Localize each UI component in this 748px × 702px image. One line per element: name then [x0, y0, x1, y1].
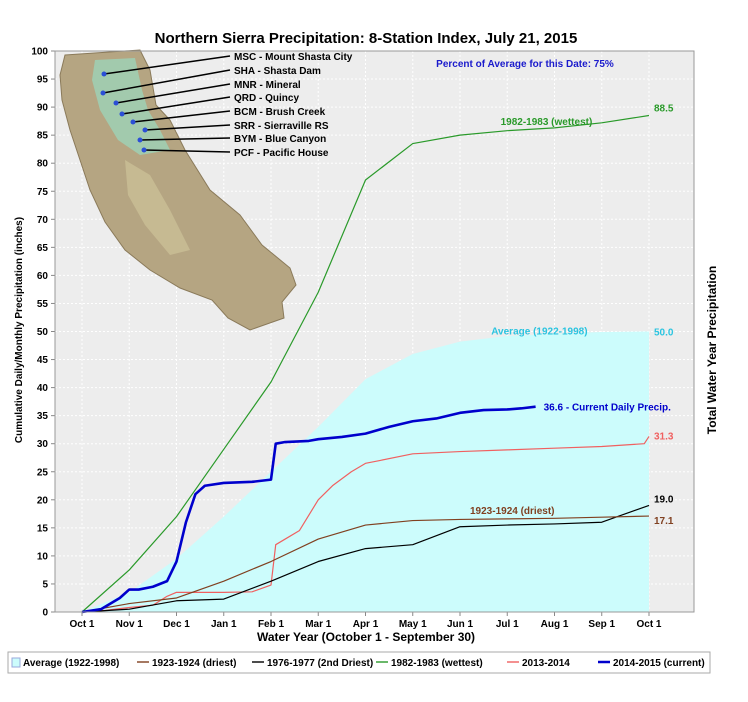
x-tick-label: Mar 1	[305, 619, 332, 630]
station-leader-line	[121, 96, 231, 115]
legend-label: Average (1922-1998)	[23, 658, 119, 669]
end-label: 31.3	[654, 431, 674, 442]
x-tick-label: Apr 1	[353, 619, 379, 630]
series-line-1982-1983-wettest-	[81, 114, 650, 613]
x-tick-label: Oct 1	[69, 619, 94, 630]
x-tick-label: May 1	[399, 619, 427, 630]
series-annotation: 1923-1924 (driest)	[470, 506, 555, 517]
y-tick-label: 75	[37, 187, 49, 198]
station-marker	[119, 111, 125, 117]
legend: Average (1922-1998) 1923-1924 (driest) 197…	[7, 651, 711, 674]
x-tick-label: Jul 1	[496, 619, 519, 630]
x-tick-label: Jan 1	[211, 619, 237, 630]
station-marker	[101, 71, 107, 77]
y-tick-label: 60	[37, 271, 49, 282]
y-tick-label: 50	[37, 327, 49, 338]
y-tick-label: 100	[31, 47, 48, 58]
y-tick-label: 20	[37, 495, 49, 506]
station-marker	[137, 137, 143, 143]
station-label: SHA - Shasta Dam	[234, 66, 321, 77]
series-area-average	[82, 331, 649, 612]
y-tick-label: 55	[37, 299, 49, 310]
y-tick-label: 35	[37, 411, 49, 422]
x-tick-label: Jun 1	[447, 619, 474, 630]
axes: 0 5 10 15 20 25 30 35 40 45 50 55 60 65 70 75 80 85 90 95 10…	[31, 47, 695, 630]
series-annotation: Average (1922-1998)	[491, 327, 587, 338]
end-label: 88.5	[654, 104, 674, 115]
end-label: 19.0	[654, 494, 674, 505]
chart-title: Northern Sierra Precipitation: 8-Station…	[155, 30, 578, 47]
legend-label: 1982-1983 (wettest)	[391, 658, 483, 669]
y-tick-label: 80	[37, 159, 49, 170]
y-tick-label: 70	[37, 215, 49, 226]
y-tick-label: 40	[37, 383, 49, 394]
y2-axis-title: Total Water Year Precipitation	[705, 266, 719, 435]
station-leader-line	[103, 55, 231, 75]
central-valley-shape	[125, 160, 190, 255]
end-label: 17.1	[654, 516, 674, 527]
y-tick-label: 25	[37, 467, 49, 478]
series-lines	[81, 114, 650, 614]
station-label: MNR - Mineral	[234, 80, 301, 91]
y-tick-label: 30	[37, 439, 49, 450]
x-tick-label: Aug 1	[541, 619, 569, 630]
series-line-1923-1924-driest-	[81, 515, 650, 613]
y-tick-label: 65	[37, 243, 49, 254]
station-label: SRR - Sierraville RS	[234, 121, 329, 132]
annotations: 50.0 17.1 19.0 88.5 31.3 36.6 - Current Daily…	[470, 104, 674, 528]
station-leader-line	[144, 124, 231, 131]
end-label: 36.6 - Current Daily Precip.	[544, 403, 671, 414]
y-tick-label: 95	[37, 75, 49, 86]
legend-label: 2014-2015 (current)	[613, 658, 705, 669]
station-label: QRD - Quincy	[234, 93, 299, 104]
series-annotation: 1982-1983 (wettest)	[501, 117, 593, 128]
x-tick-label: Sep 1	[588, 619, 615, 630]
x-tick-label: Oct 1	[636, 619, 661, 630]
series-line-2013-2014	[81, 436, 650, 613]
legend-box	[7, 651, 711, 674]
end-label: 50.0	[654, 328, 674, 339]
station-marker	[100, 90, 106, 96]
legend-swatch	[11, 657, 21, 668]
series-line-2014-2015-current-	[81, 405, 536, 614]
x-tick-label: Nov 1	[116, 619, 144, 630]
station-label: PCF - Pacific House	[234, 148, 329, 159]
station-label: BCM - Brush Creek	[234, 107, 326, 118]
station-label: BYM - Blue Canyon	[234, 134, 326, 145]
x-axis-title: Water Year (October 1 - September 30)	[257, 630, 475, 644]
x-tick-label: Dec 1	[163, 619, 190, 630]
area-layer	[82, 331, 649, 612]
station-marker	[142, 127, 148, 133]
x-tick-label: Feb 1	[258, 619, 285, 630]
station-marker	[130, 119, 136, 125]
station-leader-line	[115, 83, 231, 104]
station-leader-line	[139, 137, 231, 141]
legend-label: 1923-1924 (driest)	[152, 658, 237, 669]
series-line-1976-1977-2nd-driest-	[81, 504, 650, 613]
station-leader-line	[143, 149, 231, 153]
percent-of-average: Percent of Average for this Date: 75%	[436, 59, 614, 70]
y-tick-label: 5	[42, 579, 48, 590]
y-axis-title: Cumulative Daily/Monthly Precipitation (…	[14, 217, 25, 443]
legend-label: 1976-1977 (2nd Driest)	[267, 658, 373, 669]
station-label: MSC - Mount Shasta City	[234, 52, 353, 63]
y-tick-label: 15	[37, 523, 49, 534]
map-basin-overlay	[92, 58, 170, 155]
y-tick-label: 45	[37, 355, 49, 366]
station-leader-line	[132, 110, 231, 123]
plot-border	[54, 50, 695, 613]
y-tick-label: 90	[37, 103, 49, 114]
station-marker	[141, 147, 147, 153]
california-map: MSC - Mount Shasta City SHA - Shasta Dam M…	[59, 49, 353, 331]
station-marker	[113, 100, 119, 106]
station-leader-line	[102, 69, 231, 94]
y-tick-label: 0	[42, 608, 48, 619]
y-tick-label: 85	[37, 131, 49, 142]
legend-label: 2013-2014	[522, 658, 570, 669]
y-tick-label: 10	[37, 551, 49, 562]
